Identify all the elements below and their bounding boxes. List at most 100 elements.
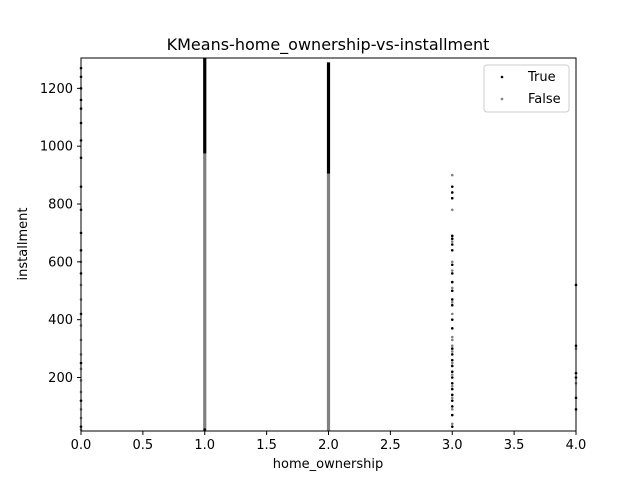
scatter-point-true	[327, 84, 330, 87]
scatter-point-true	[450, 263, 454, 267]
scatter-point-false	[327, 364, 330, 368]
legend-marker-false	[500, 97, 504, 101]
x-axis: 0.0 0.5 1.0 1.5 2.0 2.5 3.0 3.5 4.0	[71, 431, 587, 453]
scatter-point-false	[327, 248, 330, 252]
plot-area	[79, 57, 578, 432]
scatter-point-false	[203, 329, 207, 333]
scatter-point-true	[203, 150, 207, 154]
x-tick-label: 2.0	[318, 438, 339, 453]
scatter-point-false	[327, 329, 330, 333]
scatter-point-false	[450, 396, 454, 400]
scatter-point-true	[327, 165, 330, 168]
scatter-point-true	[450, 272, 454, 275]
scatter-point-false	[203, 237, 207, 241]
scatter-point-false	[203, 202, 207, 206]
scatter-point-false	[327, 185, 330, 188]
scatter-point-true	[450, 413, 454, 417]
scatter-point-false	[203, 168, 207, 171]
scatter-point-false	[327, 295, 330, 298]
scatter-point-false	[450, 208, 454, 212]
scatter-point-false	[203, 306, 207, 310]
scatter-point-false	[327, 225, 330, 229]
scatter-point-true	[450, 327, 454, 330]
scatter-point-false	[327, 208, 330, 212]
scatter-point-false	[450, 408, 454, 411]
scatter-point-false	[450, 384, 454, 388]
scatter-point-false	[327, 260, 330, 264]
scatter-point-false	[450, 173, 454, 177]
scatter-point-true	[327, 139, 330, 142]
scatter-point-true	[450, 399, 454, 402]
scatter-point-false	[327, 399, 330, 402]
scatter-point-false	[327, 283, 330, 287]
x-axis-label: home_ownership	[273, 457, 383, 472]
scatter-point-true	[327, 115, 330, 119]
y-axis-label: installment	[16, 208, 31, 281]
scatter-point-true	[203, 118, 207, 122]
x-tick-label: 3.0	[442, 438, 463, 453]
x-tick-label: 1.0	[194, 438, 215, 453]
scatter-point-false	[203, 283, 207, 287]
scatter-point-false	[203, 295, 207, 298]
x-tick-label: 1.5	[256, 438, 277, 453]
scatter-point-true	[450, 303, 454, 307]
scatter-point-false	[327, 387, 330, 391]
scatter-point-true	[203, 136, 207, 139]
scatter-point-false	[203, 422, 207, 426]
x-tick-label: 4.0	[566, 438, 587, 453]
scatter-point-true	[450, 353, 454, 356]
scatter-point-false	[450, 338, 454, 342]
scatter-point-false	[203, 272, 207, 275]
scatter-point-false	[327, 353, 330, 356]
scatter-point-true	[450, 248, 454, 252]
legend-label-false: False	[528, 92, 561, 107]
x-tick-label: 3.5	[504, 438, 525, 453]
band-true-1	[203, 58, 207, 154]
scatter-point-false	[327, 318, 330, 321]
scatter-point-true	[203, 124, 207, 128]
legend: True False	[483, 64, 570, 113]
scatter-point-true	[450, 196, 454, 200]
y-tick-label: 800	[48, 198, 73, 213]
scatter-point-true	[327, 156, 330, 160]
scatter-point-false	[450, 312, 454, 316]
scatter-point-true	[203, 113, 207, 116]
scatter-point-true	[203, 107, 207, 110]
scatter-point-true	[327, 69, 330, 73]
x-tick-label: 0.5	[133, 438, 154, 453]
scatter-point-false	[450, 240, 454, 243]
scatter-point-true	[450, 298, 454, 301]
legend-box	[483, 64, 570, 113]
scatter-point-true	[450, 387, 454, 391]
y-tick-label: 200	[48, 371, 73, 386]
scatter-point-true	[203, 84, 207, 87]
scatter-point-true	[450, 381, 454, 385]
y-tick-label: 600	[48, 255, 73, 270]
scatter-point-false	[450, 422, 454, 426]
scatter-point-true	[327, 150, 330, 154]
scatter-point-false	[327, 196, 330, 200]
scatter-point-true	[203, 428, 207, 431]
scatter-point-false	[450, 373, 454, 376]
scatter-point-false	[203, 399, 207, 402]
scatter-point-true	[450, 185, 454, 188]
scatter-point-true	[327, 170, 330, 174]
legend-label-true: True	[527, 70, 556, 85]
scatter-point-false	[327, 176, 330, 180]
scatter-point-true	[203, 58, 207, 61]
scatter-point-false	[203, 364, 207, 368]
scatter-point-true	[203, 101, 207, 105]
scatter-point-true	[450, 405, 454, 408]
scatter-point-false	[450, 361, 454, 365]
scatter-point-true	[450, 243, 454, 246]
legend-marker-true	[500, 75, 504, 79]
y-tick-label: 1000	[40, 140, 73, 155]
scatter-point-true	[450, 358, 454, 362]
y-tick-label: 1200	[40, 82, 73, 97]
scatter-point-false	[203, 260, 207, 264]
scatter-point-false	[327, 341, 330, 345]
scatter-point-false	[450, 286, 454, 290]
scatter-point-false	[203, 248, 207, 252]
scatter-point-false	[203, 191, 207, 194]
scatter-point-false	[450, 335, 454, 339]
